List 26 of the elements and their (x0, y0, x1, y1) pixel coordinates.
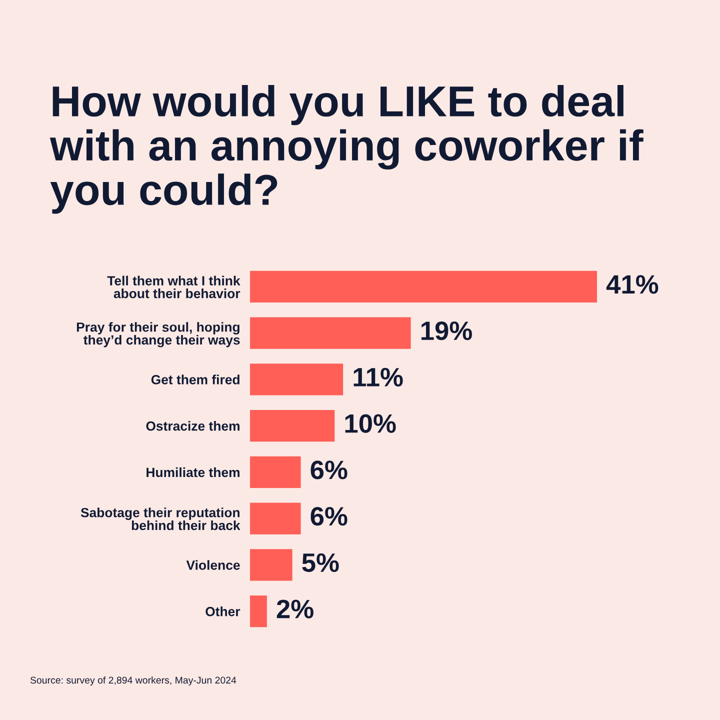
bar (250, 317, 411, 349)
bar (250, 596, 267, 628)
bar (250, 410, 335, 442)
y-tick-label: Tell them what I think about their behavior (107, 276, 240, 298)
y-tick-label: Sabotage their reputation behind their back (80, 508, 240, 530)
chart-title: How would you LIKE to deal with an annoying coworker if you could? (50, 85, 644, 214)
bar (250, 364, 344, 396)
bar (250, 502, 301, 534)
data-label: 19% (421, 321, 472, 340)
data-label: 6% (310, 506, 348, 526)
y-tick-label: Get them fired (151, 374, 240, 384)
bar (250, 270, 597, 302)
data-label: 11% (354, 368, 403, 386)
data-label: 41% (606, 275, 658, 294)
data-label: 5% (302, 553, 339, 572)
data-label: 10% (345, 414, 396, 433)
data-label: 2% (276, 600, 314, 618)
data-label: 6% (310, 460, 348, 480)
y-tick-label: Other (206, 606, 240, 616)
source-note: Source: survey of 2,894 workers, May-Jun 2024 (30, 676, 236, 686)
bar (250, 456, 301, 488)
y-tick-label: Humiliate them (146, 467, 240, 478)
y-tick-label: Violence (186, 560, 240, 570)
y-tick-label: Pray for their soul, hoping they’d change their ways (76, 322, 240, 348)
bar (250, 549, 292, 581)
y-tick-label: Ostracize them (146, 421, 240, 431)
